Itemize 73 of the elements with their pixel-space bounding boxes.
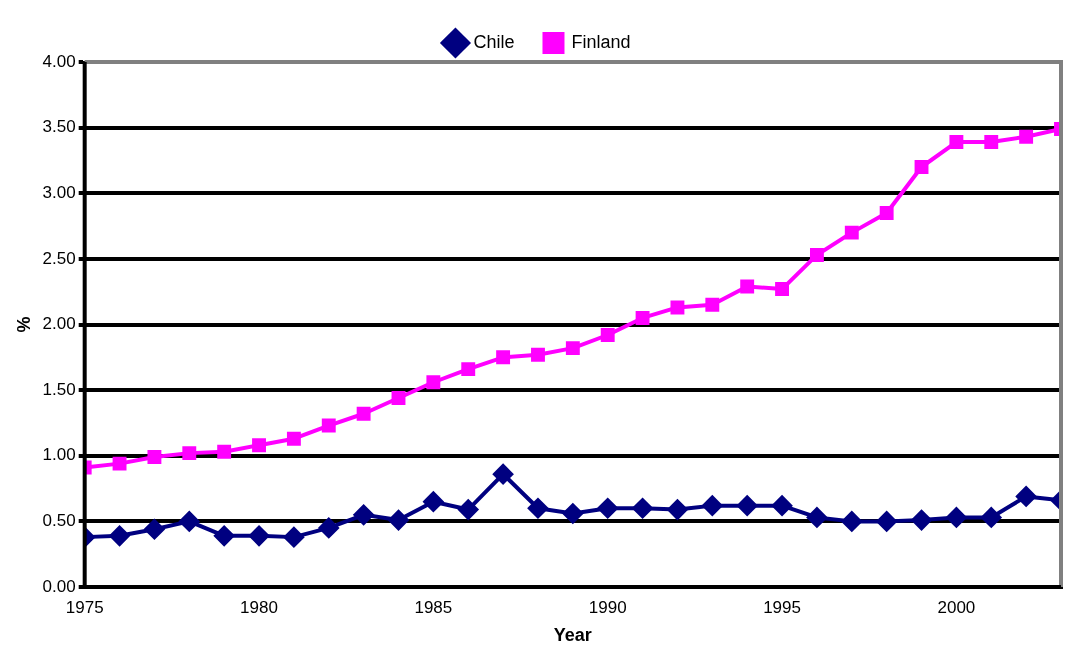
- point: [182, 446, 197, 461]
- point: [356, 406, 371, 421]
- x-tick-label: 2000: [937, 597, 976, 617]
- point: [493, 464, 514, 485]
- point: [423, 491, 444, 512]
- y-tick-label: 2.00: [42, 314, 76, 334]
- legend-label: Finland: [571, 31, 631, 52]
- y-tick-label: 1.50: [42, 379, 76, 399]
- point: [318, 517, 339, 538]
- point: [911, 510, 932, 531]
- point: [981, 507, 1002, 528]
- point: [112, 456, 127, 471]
- y-axis-title: %: [13, 316, 34, 333]
- point: [740, 279, 755, 294]
- point: [949, 135, 964, 150]
- point: [179, 511, 200, 532]
- point: [391, 391, 406, 405]
- point: [496, 350, 511, 365]
- point: [388, 510, 409, 531]
- point: [353, 504, 374, 525]
- point: [527, 498, 548, 519]
- x-axis-title: Year: [553, 625, 592, 646]
- y-tick-label: 2.50: [42, 248, 76, 268]
- point: [461, 362, 476, 377]
- point: [283, 527, 304, 548]
- point: [737, 495, 758, 516]
- x-tick-label: 1980: [240, 597, 278, 617]
- point: [531, 347, 545, 362]
- point: [426, 375, 441, 390]
- point: [147, 450, 162, 465]
- point: [670, 300, 685, 315]
- y-tick-label: 3.50: [42, 117, 76, 137]
- point: [635, 310, 650, 325]
- point: [217, 444, 232, 459]
- point: [565, 341, 580, 356]
- x-tick-label: 1990: [588, 597, 627, 617]
- point: [809, 247, 824, 262]
- point: [632, 498, 653, 519]
- point: [772, 495, 793, 516]
- point: [876, 511, 897, 532]
- point: [321, 418, 336, 433]
- point: [286, 431, 301, 446]
- point: [984, 135, 999, 150]
- y-tick-label: 0.50: [42, 511, 76, 531]
- point: [1016, 486, 1037, 507]
- point: [879, 205, 894, 220]
- point: [597, 498, 618, 519]
- point: [252, 438, 266, 453]
- point: [705, 297, 720, 312]
- legend-label: Chile: [473, 31, 515, 52]
- point: [844, 225, 859, 240]
- y-tick-label: 0.00: [42, 576, 76, 596]
- x-tick-label: 1985: [414, 597, 453, 617]
- point: [841, 511, 862, 532]
- point: [458, 499, 479, 520]
- point: [144, 519, 165, 540]
- point: [109, 525, 130, 546]
- point: [249, 525, 270, 546]
- point: [806, 507, 827, 528]
- x-tick-label: 1995: [763, 597, 801, 617]
- y-tick-label: 3.00: [42, 182, 76, 202]
- y-tick-label: 4.00: [42, 51, 76, 71]
- y-tick-label: 1.00: [42, 445, 76, 465]
- point: [702, 495, 723, 516]
- x-tick-label: 1975: [65, 597, 104, 617]
- point: [667, 499, 688, 520]
- point: [1019, 129, 1034, 144]
- point: [562, 503, 583, 524]
- point: [946, 507, 967, 528]
- point: [914, 160, 929, 174]
- point: [600, 328, 615, 342]
- point: [775, 282, 789, 297]
- point: [214, 525, 235, 546]
